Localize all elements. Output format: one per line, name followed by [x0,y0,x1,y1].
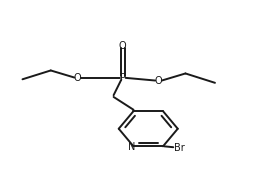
Text: O: O [74,72,82,83]
Text: O: O [119,41,126,51]
Text: Br: Br [174,143,185,153]
Text: O: O [155,75,162,85]
Text: P: P [120,72,126,83]
Text: N: N [128,142,135,152]
